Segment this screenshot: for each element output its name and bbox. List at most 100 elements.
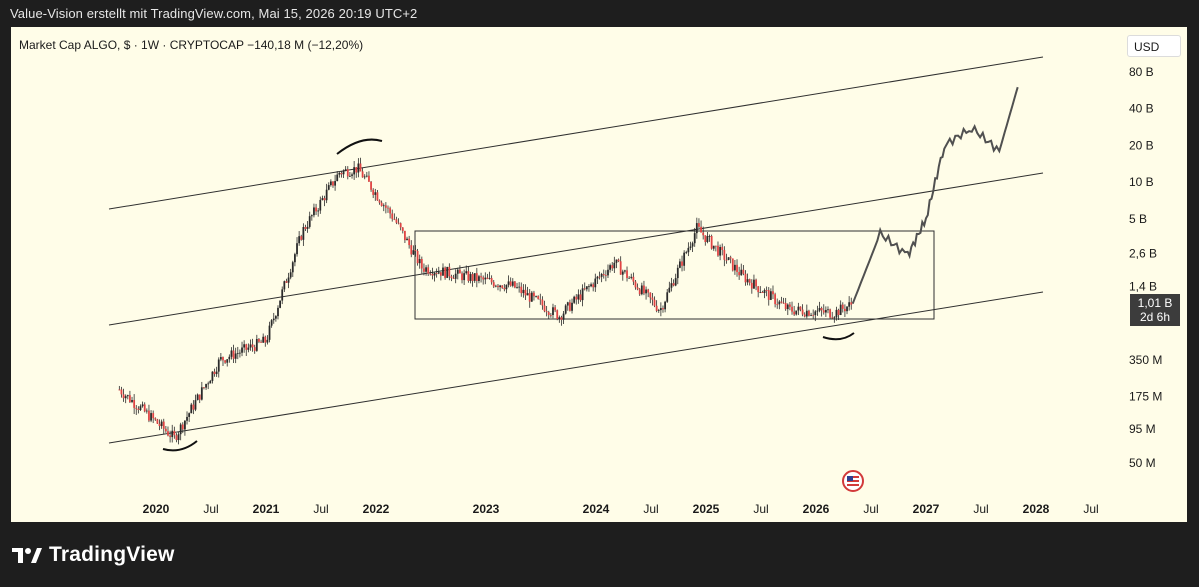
candle-body [338,172,341,175]
candle-body [549,315,552,316]
x-tick-label: Jul [203,502,218,516]
candle-body [274,316,277,319]
us-flag-icon[interactable] [842,470,864,492]
candle-body [569,302,571,311]
x-tick-label: 2027 [913,502,940,516]
candle-body [795,310,798,315]
candle-body [414,250,417,252]
candle-body [598,276,601,278]
candle-body [408,238,411,246]
candle-body [175,435,178,441]
candle-body [497,285,499,288]
candle-body [782,302,785,304]
candle-body [283,281,286,290]
candle-body [575,296,578,300]
candle-body [363,176,366,178]
candle-body [150,413,152,421]
y-tick-label: 80 B [1129,65,1154,79]
candle-body [503,287,506,290]
candle-body [488,278,491,279]
candle-body [323,198,326,201]
candle-body [780,301,783,303]
candle-body [126,395,129,397]
candle-body [651,297,654,300]
candle-body [412,250,415,255]
candle-body [190,404,193,414]
candle-body [374,192,377,195]
candle-body [524,289,527,296]
candle-body [192,404,195,410]
candle-body [846,306,848,312]
candle-body [670,283,673,288]
candle-body [148,410,150,421]
projection-layer [851,86,1019,305]
candle-body [270,320,273,326]
candle-body [179,424,182,435]
candle-body [829,309,832,318]
candle-body [700,226,702,233]
candle-body [395,219,398,223]
candle-body [772,291,774,295]
candle-body [463,273,466,281]
candle-body [818,308,821,311]
candle-body [609,265,612,270]
candle-body [736,264,738,272]
candle-body [659,308,662,311]
candle-body [808,310,810,316]
candle-body [704,235,707,242]
candle-body [706,236,709,242]
y-tick-label: 20 B [1129,138,1154,152]
candle-body [334,181,337,186]
projection-path [851,86,1019,305]
y-tick-label: 95 M [1129,422,1156,436]
chart-area[interactable]: 80 B 40 B 20 B 10 B 5 B 2,6 B 1,4 B 350 M 175 M 9… [11,27,1187,522]
low-arc-2026 [822,332,855,341]
candle-body [841,304,844,309]
candle-body [262,336,265,343]
chart-attribution: Value-Vision erstellt mit TradingView.co… [10,6,418,21]
candle-body [344,169,347,171]
candle-body [205,384,207,388]
x-tick-label: 2024 [583,502,610,516]
candle-body [239,352,241,354]
candle-body [329,181,332,186]
candle-body [268,325,271,340]
x-tick-label: 2020 [143,502,170,516]
candle-body [588,286,590,288]
last-price-value: 1,01 B [1137,296,1173,310]
candle-body [281,289,284,301]
candle-body [224,360,227,363]
candle-body [294,254,296,263]
candle-body [361,171,364,178]
candle-body [207,383,210,385]
candle-body [389,208,392,214]
channel-lower-line [108,291,1044,444]
candle-body [803,314,806,317]
candle-body [755,279,757,287]
candle-body [258,339,260,342]
y-tick-label: 50 M [1129,456,1156,470]
candle-body [763,290,766,294]
candle-body [313,207,315,216]
candle-body [272,318,275,321]
candle-body [776,304,779,305]
candle-body [454,273,457,279]
candle-body [645,289,647,294]
y-tick-label: 2,6 B [1129,247,1157,261]
candle-body [600,274,603,277]
price-chart[interactable]: 80 B 40 B 20 B 10 B 5 B 2,6 B 1,4 B 350 M 175 M 9… [11,27,1187,522]
candle-body [850,302,853,305]
candle-body [351,174,353,176]
candle-body [325,189,328,201]
currency-button[interactable]: USD [1127,35,1181,57]
candle-body [535,296,537,297]
x-tick-label: Jul [753,502,768,516]
candle-body [810,314,812,316]
candle-body [746,279,749,283]
candle-body [355,167,358,173]
candle-body [518,286,521,288]
channel-upper-line [108,56,1044,210]
candle-body [236,353,239,354]
candle-body [632,276,635,282]
candle-body [465,271,468,274]
